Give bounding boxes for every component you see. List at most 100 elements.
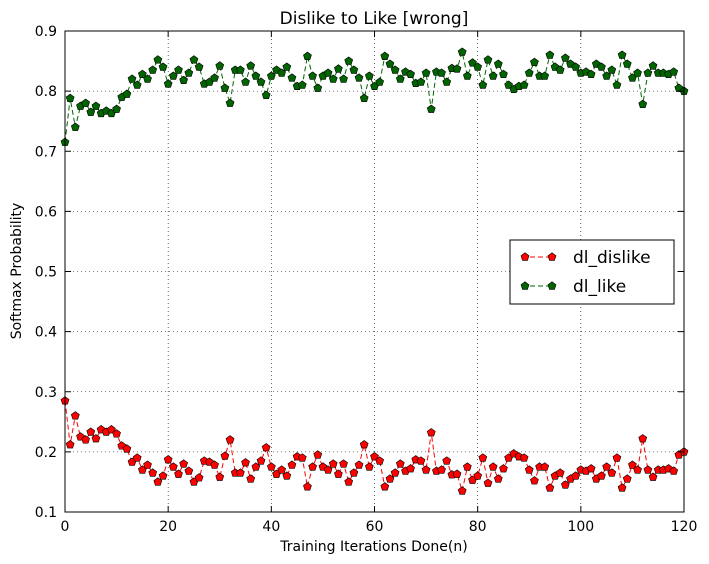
data-point bbox=[493, 59, 503, 68]
data-point bbox=[334, 64, 343, 73]
y-tick-label: 0.8 bbox=[35, 84, 57, 100]
data-point bbox=[416, 456, 426, 465]
data-point bbox=[174, 469, 183, 478]
data-point bbox=[519, 453, 529, 462]
data-point bbox=[452, 64, 462, 73]
data-point bbox=[168, 462, 178, 471]
data-point bbox=[220, 83, 230, 92]
data-point bbox=[488, 71, 498, 80]
data-point bbox=[220, 451, 230, 460]
data-point bbox=[483, 478, 493, 487]
data-point bbox=[375, 456, 385, 465]
data-point bbox=[545, 50, 555, 59]
data-point bbox=[669, 466, 679, 475]
data-point bbox=[158, 471, 168, 480]
data-point bbox=[669, 67, 679, 76]
data-point bbox=[638, 434, 648, 443]
data-point bbox=[442, 77, 452, 86]
data-point bbox=[622, 474, 632, 483]
data-point bbox=[617, 483, 627, 492]
data-point bbox=[308, 462, 317, 471]
data-point bbox=[179, 75, 188, 84]
data-point bbox=[261, 443, 271, 452]
y-tick-label: 0.9 bbox=[35, 24, 57, 40]
data-point bbox=[478, 453, 488, 462]
data-point bbox=[179, 459, 188, 468]
data-point bbox=[266, 71, 276, 80]
data-point bbox=[241, 458, 250, 467]
data-point bbox=[499, 464, 508, 473]
data-point bbox=[122, 444, 132, 453]
data-point bbox=[504, 80, 513, 89]
legend-marker bbox=[520, 281, 530, 290]
x-tick-label: 80 bbox=[469, 519, 487, 535]
series-layer bbox=[60, 47, 689, 495]
data-point bbox=[184, 68, 194, 77]
data-point bbox=[426, 104, 436, 113]
y-axis-label: Softmax Probability bbox=[9, 203, 25, 340]
data-point bbox=[628, 460, 637, 469]
data-point bbox=[287, 460, 297, 469]
x-tick-label: 20 bbox=[159, 519, 177, 535]
data-point bbox=[261, 90, 271, 100]
data-point bbox=[607, 65, 617, 74]
data-point bbox=[339, 459, 348, 468]
data-point bbox=[395, 74, 405, 83]
y-tick-label: 0.2 bbox=[35, 445, 57, 461]
data-point bbox=[545, 483, 555, 492]
data-point bbox=[277, 68, 286, 77]
x-tick-label: 120 bbox=[671, 519, 698, 535]
data-point bbox=[622, 59, 632, 68]
data-point bbox=[633, 68, 642, 77]
data-point bbox=[571, 62, 581, 71]
legend-item-dl_like: dl_like bbox=[520, 277, 626, 297]
data-point bbox=[478, 80, 488, 89]
data-point bbox=[612, 453, 622, 462]
data-point bbox=[364, 462, 374, 471]
y-tick-label: 0.3 bbox=[35, 385, 57, 401]
data-point bbox=[225, 98, 235, 107]
data-point bbox=[416, 77, 426, 86]
data-point bbox=[215, 61, 225, 70]
data-point bbox=[143, 460, 152, 469]
data-point bbox=[638, 99, 648, 109]
data-point bbox=[349, 65, 359, 74]
data-point bbox=[617, 50, 627, 59]
data-point bbox=[597, 471, 606, 480]
data-point bbox=[158, 62, 168, 71]
data-point bbox=[112, 104, 121, 113]
data-point bbox=[70, 411, 80, 420]
data-point bbox=[571, 471, 581, 480]
data-point bbox=[65, 440, 75, 449]
data-point bbox=[153, 55, 163, 64]
legend-marker bbox=[520, 252, 530, 261]
data-point bbox=[354, 460, 364, 469]
data-point bbox=[540, 71, 550, 80]
data-point bbox=[138, 69, 147, 78]
x-axis-label: Training Iterations Done(n) bbox=[279, 539, 467, 555]
legend-marker bbox=[547, 281, 557, 290]
series-line bbox=[64, 50, 685, 143]
data-point bbox=[148, 65, 158, 74]
data-point bbox=[530, 57, 539, 66]
data-point bbox=[91, 101, 101, 110]
data-point bbox=[297, 80, 307, 89]
data-point bbox=[236, 65, 245, 74]
series-dl_dislike bbox=[60, 396, 689, 495]
data-point bbox=[349, 468, 359, 477]
data-point bbox=[390, 468, 400, 477]
data-point bbox=[194, 473, 204, 482]
chart-title: Dislike to Like [wrong] bbox=[280, 9, 469, 29]
data-point bbox=[163, 79, 173, 88]
data-point bbox=[174, 65, 183, 74]
y-tick-label: 0.4 bbox=[35, 325, 57, 341]
data-point bbox=[359, 93, 369, 103]
data-point bbox=[168, 71, 178, 80]
data-point bbox=[266, 462, 276, 471]
series-dl_like bbox=[60, 47, 689, 146]
data-point bbox=[643, 68, 653, 77]
data-point bbox=[303, 51, 312, 60]
x-tick-label: 40 bbox=[262, 519, 280, 535]
data-point bbox=[597, 62, 606, 71]
